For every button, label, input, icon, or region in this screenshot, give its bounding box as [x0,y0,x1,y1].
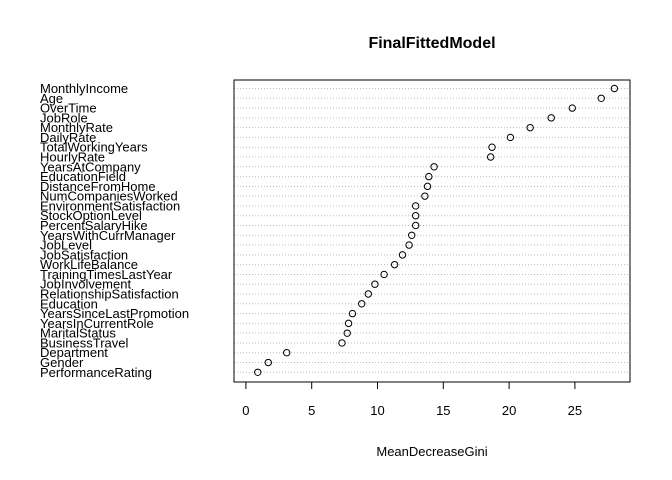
variable-label: Education [40,296,98,311]
x-tick-label: 15 [436,403,450,418]
variable-label: TotalWorkingYears [40,140,148,155]
variable-label: YearsInCurrentRole [40,316,154,331]
variable-label: JobInvolvement [40,277,131,292]
variable-label: RelationshipSatisfaction [40,287,179,302]
data-point [371,280,379,288]
variable-label: BusinessTravel [40,335,128,350]
data-point [430,163,438,171]
variable-label: DistanceFromHome [40,179,156,194]
data-point [344,319,353,328]
variable-label: YearsSinceLastPromotion [40,306,189,321]
variable-label: MonthlyRate [40,120,113,135]
data-point [254,368,262,376]
variable-label: WorkLifeBalance [40,257,138,272]
variable-labels: MonthlyIncomeAgeOverTimeJobRoleMonthlyRa… [40,81,189,380]
data-point [486,153,495,161]
x-tick-label: 20 [502,403,516,418]
x-tick-label: 25 [568,403,582,418]
data-point [411,221,420,230]
variable-label: MonthlyIncome [40,81,128,96]
x-tick-label: 0 [242,403,249,418]
variable-label: Age [40,91,63,106]
data-point [405,241,413,249]
variable-label: JobRole [40,110,88,125]
x-axis: 0 5 10 15 20 25 [242,381,582,418]
data-points [254,84,619,376]
chart-title: FinalFittedModel [368,35,495,52]
data-point [610,84,619,93]
data-point [411,202,420,210]
x-tick-label: 10 [370,403,384,418]
data-point [364,290,372,298]
data-point [343,329,351,337]
data-point [264,358,272,367]
variable-label: StockOptionLevel [40,208,142,223]
variable-label: YearsWithCurrManager [40,228,176,243]
variable-label: PercentSalaryHike [40,218,148,233]
variable-label: JobSatisfaction [40,247,128,262]
data-point [488,143,496,151]
variable-label: EnvironmentSatisfaction [40,198,180,213]
variable-label: DailyRate [40,130,96,145]
data-point [506,133,515,142]
data-point [408,231,416,239]
data-point [421,192,429,200]
variable-label: TrainingTimesLastYear [40,267,173,282]
data-point [597,94,605,102]
variable-label: JobLevel [40,238,92,253]
variable-label: HourlyRate [40,150,105,165]
data-point [568,104,576,112]
grid-lines [234,88,630,373]
data-point [282,349,291,357]
variable-label: Department [40,345,108,360]
variable-label: NumCompaniesWorked [40,189,178,204]
variable-label: Gender [40,355,84,370]
data-point [348,309,357,318]
variable-label: MaritalStatus [40,326,116,341]
variable-label: PerformanceRating [40,365,152,380]
data-point [390,260,399,269]
variable-label: OverTime [40,101,97,116]
variable-label: YearsAtCompany [40,159,141,174]
data-point [423,182,432,191]
data-point [526,123,534,132]
data-point [398,251,407,259]
x-axis-title: MeanDecreaseGini [376,444,487,459]
data-point [411,212,420,220]
data-point [425,172,433,181]
data-point [358,300,366,308]
x-tick-label: 5 [308,403,315,418]
variable-label: EducationField [40,169,126,184]
data-point [338,339,346,347]
plot-frame [233,79,631,383]
data-point [380,270,388,279]
data-point [547,114,555,122]
